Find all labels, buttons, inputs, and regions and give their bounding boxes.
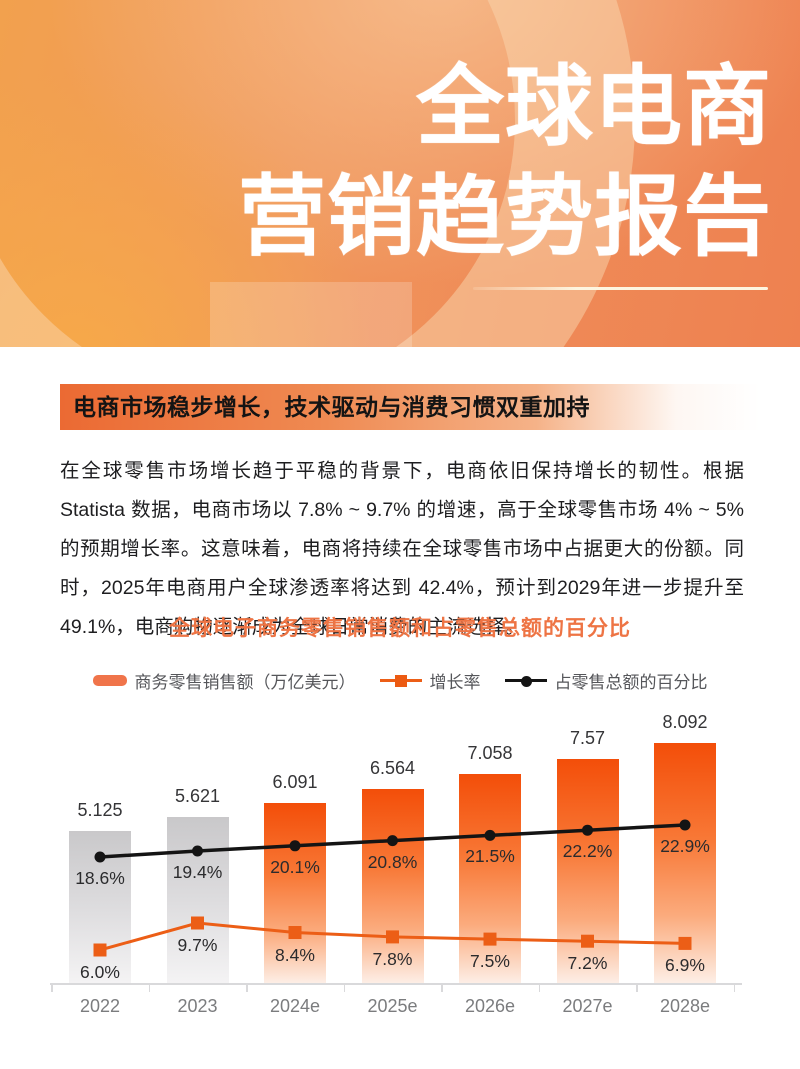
growth-marker [581,934,594,948]
growth-marker [93,943,107,957]
x-axis-label: 2024e [269,996,321,1016]
header-banner: 全球电商 营销趋势报告 [0,0,800,347]
growth-point-label: 7.5% [470,951,510,972]
growth-point-label: 7.2% [567,953,608,974]
axis-tick [51,983,53,992]
x-axis-label: 2026e [464,996,516,1016]
growth-point-label: 6.9% [665,955,705,976]
share-point-label: 19.4% [172,862,223,882]
share-marker [484,829,496,841]
axis-tick [538,983,541,992]
bar-2026e [459,774,521,983]
chart-plot: 5.125 5.621 6.091 6.564 7.058 7.57 8.092 2022 20… [0,700,800,1040]
share-point-label: 21.5% [465,846,515,867]
report-title: 全球电商 营销趋势报告 [238,52,772,272]
axis-tick [246,983,248,992]
legend-item-sales: 商务零售销售额（万亿美元） [92,668,356,693]
bar-value-label: 6.091 [272,772,318,792]
share-point-label: 20.1% [270,856,320,877]
bar-value-label: 8.092 [662,712,708,732]
bar-value-label: 5.125 [77,800,123,820]
report-title-line1: 全球电商 [415,57,772,156]
growth-marker [191,916,204,930]
bar-value-label: 7.058 [467,743,513,763]
growth-point-label: 6.0% [80,962,120,982]
share-point-label: 22.9% [660,836,710,856]
axis-tick [441,983,443,992]
chart-legend: 商务零售销售额（万亿美元） 增长率 占零售总额的百分比 [0,668,800,693]
share-point-label: 20.8% [367,851,418,872]
x-axis-label: 2027e [562,996,613,1016]
axis-tick [343,983,346,992]
decorative-highlight-rect [210,282,412,347]
x-axis-label: 2025e [367,996,418,1016]
x-axis [50,983,742,985]
chart-lines [93,819,692,957]
share-marker [582,824,593,836]
legend-label-share: 占零售总额的百分比 [554,673,708,692]
growth-point-label: 8.4% [275,944,315,965]
bar-2024e [264,803,326,983]
report-title-line2: 营销趋势报告 [237,167,772,266]
legend-label-sales: 商务零售销售额（万亿美元） [134,673,356,692]
legend-label-growth: 增长率 [429,673,481,692]
line-square-icon [379,674,422,687]
bar-value-label: 7.57 [569,728,606,748]
x-axis-label: 2022 [79,996,121,1016]
legend-item-share: 占零售总额的百分比 [504,668,708,693]
legend-item-growth: 增长率 [379,668,481,693]
growth-marker [483,932,497,946]
chart-title: 全球电子商务零售销售额和占零售总额的百分比 [169,617,631,640]
bar-value-label: 5.621 [174,786,221,806]
growth-marker [386,930,399,944]
line-circle-icon [504,674,547,687]
bar-value-label: 6.564 [369,758,416,778]
growth-point-label: 7.8% [372,948,413,969]
share-marker [192,845,203,857]
growth-marker [678,936,692,950]
section-heading-badge: 电商市场稳步增长，技术驱动与消费习惯双重加持 [60,384,760,430]
title-underline-divider [473,287,768,290]
growth-marker [288,926,302,939]
body-paragraph: 在全球零售市场增长趋于平稳的背景下，电商依旧保持增长的韧性。根据 Statist… [60,460,744,638]
share-marker [387,835,398,847]
share-point-label: 18.6% [75,868,125,888]
share-marker [289,840,301,852]
bar-swatch-icon [92,675,127,686]
x-axis-label: 2023 [177,996,218,1016]
axis-tick [636,983,638,992]
share-marker [94,851,106,863]
bar-2023 [166,817,229,983]
x-axis-label: 2028e [659,996,711,1016]
axis-tick [148,983,151,992]
share-point-label: 22.2% [562,841,613,862]
share-marker [679,819,691,831]
bar-2025e [361,789,424,983]
axis-tick [733,983,736,992]
growth-point-label: 9.7% [177,935,218,955]
